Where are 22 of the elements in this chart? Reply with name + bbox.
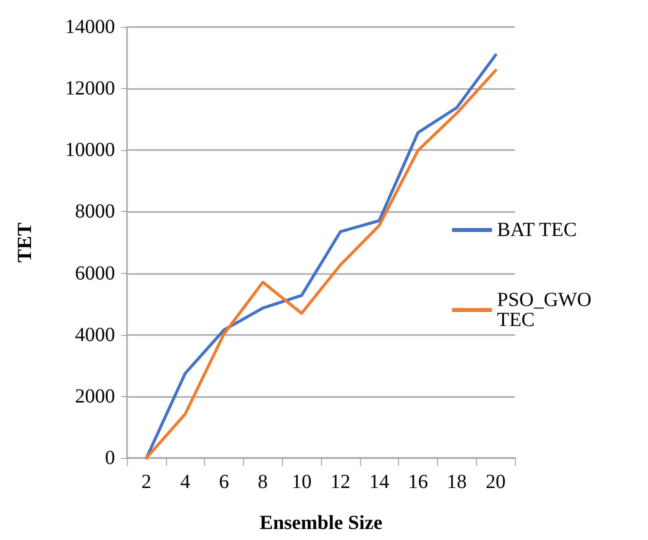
x-tick-label: 6 bbox=[219, 471, 229, 493]
y-tick-label: 2000 bbox=[75, 385, 115, 408]
y-tick-label: 12000 bbox=[65, 78, 115, 100]
y-tick-label: 4000 bbox=[75, 324, 115, 346]
x-tick-label: 8 bbox=[258, 471, 268, 493]
x-tick-label: 14 bbox=[369, 471, 390, 493]
x-tick-label: 10 bbox=[292, 471, 312, 493]
x-tick-label: 20 bbox=[486, 471, 506, 493]
x-tick-label: 12 bbox=[330, 471, 350, 493]
y-tick-label: 6000 bbox=[75, 262, 115, 284]
legend-label: PSO_GWO TEC bbox=[497, 289, 596, 331]
x-tick-label: 18 bbox=[446, 471, 467, 493]
y-tick-label: 8000 bbox=[75, 200, 115, 223]
y-tick-label: 14000 bbox=[65, 16, 115, 38]
x-axis-title: Ensemble Size bbox=[260, 512, 383, 534]
x-tick-label: 4 bbox=[180, 471, 190, 493]
y-tick-label: 0 bbox=[105, 447, 115, 469]
y-tick-label: 10000 bbox=[65, 139, 115, 162]
legend-label: BAT TEC bbox=[497, 219, 577, 241]
x-tick-label: 2 bbox=[141, 471, 152, 493]
y-axis-title: TET bbox=[14, 222, 36, 263]
x-tick-label: 16 bbox=[408, 471, 428, 493]
